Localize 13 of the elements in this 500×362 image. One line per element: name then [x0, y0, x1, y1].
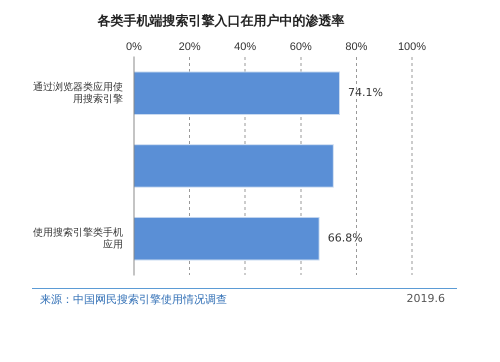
x-tick-label: 20% — [178, 41, 201, 54]
chart-title: 各类手机端搜索引擎入口在用户中的渗透率 — [96, 13, 344, 30]
x-tick-label: 60% — [290, 41, 312, 54]
data-label: 74.1% — [348, 86, 383, 100]
x-tick-label: 40% — [234, 41, 256, 54]
y-tick-label: 使用搜索引擎类手机应用 — [33, 226, 123, 250]
x-tick-label: 80% — [345, 41, 368, 54]
y-tick-label: 通过浏览器类应用使用搜索引擎 — [33, 80, 123, 105]
x-tick-label: 100% — [398, 41, 426, 54]
x-tick-label: 0% — [126, 41, 142, 54]
source-note: 来源：中国网民搜索引擎使用情况调查 — [40, 292, 227, 307]
text: 2019.6 — [406, 292, 445, 305]
data-label: 66.8% — [328, 231, 363, 244]
